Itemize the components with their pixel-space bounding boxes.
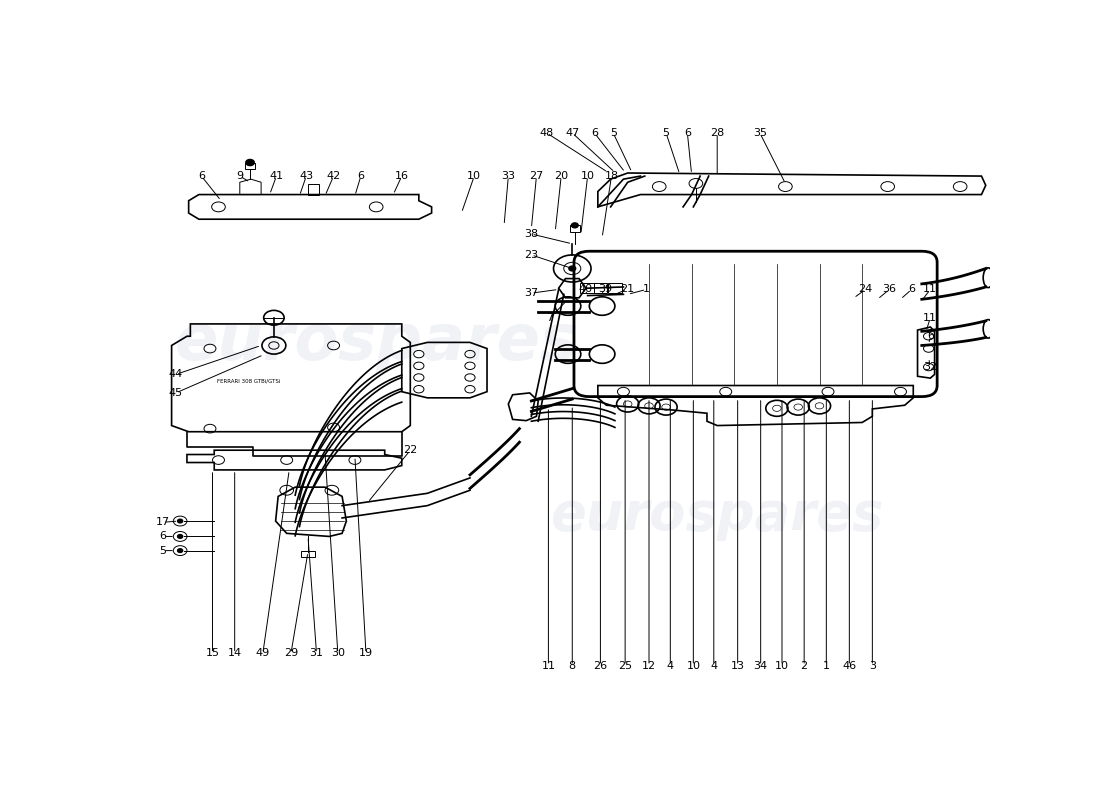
Text: 11: 11 xyxy=(541,661,556,670)
Text: 36: 36 xyxy=(882,285,896,294)
Text: 30: 30 xyxy=(331,649,344,658)
Text: 4: 4 xyxy=(667,661,674,670)
Text: 6: 6 xyxy=(684,128,691,138)
Text: 27: 27 xyxy=(529,171,543,181)
Circle shape xyxy=(571,223,579,228)
Text: 35: 35 xyxy=(752,128,767,138)
Text: 42: 42 xyxy=(327,171,341,181)
Bar xyxy=(580,283,594,293)
Text: 46: 46 xyxy=(843,661,857,670)
Text: 1: 1 xyxy=(642,285,650,294)
Text: 45: 45 xyxy=(168,388,183,398)
Circle shape xyxy=(569,266,575,271)
Text: 5: 5 xyxy=(609,128,617,138)
Text: 24: 24 xyxy=(858,285,872,294)
Text: 17: 17 xyxy=(156,518,170,527)
Text: 32: 32 xyxy=(923,362,937,372)
Text: eurospares: eurospares xyxy=(550,489,884,541)
Text: 48: 48 xyxy=(540,128,553,138)
Text: 19: 19 xyxy=(359,649,373,658)
Text: 25: 25 xyxy=(618,661,632,670)
Text: 1: 1 xyxy=(823,661,829,670)
Text: 21: 21 xyxy=(619,285,634,294)
Text: 6: 6 xyxy=(160,531,166,542)
Text: 6: 6 xyxy=(358,171,364,181)
Text: 5: 5 xyxy=(662,128,670,138)
Text: 10: 10 xyxy=(581,171,595,181)
Text: 10: 10 xyxy=(686,661,701,670)
Text: 11: 11 xyxy=(923,285,937,294)
Text: 9: 9 xyxy=(236,171,243,181)
Text: 34: 34 xyxy=(754,661,768,670)
Circle shape xyxy=(177,534,183,538)
Text: 20: 20 xyxy=(554,171,569,181)
Text: 11: 11 xyxy=(923,313,937,322)
Text: 49: 49 xyxy=(255,649,270,658)
Text: 44: 44 xyxy=(168,370,183,379)
Text: 6: 6 xyxy=(927,331,934,342)
Text: 31: 31 xyxy=(309,649,323,658)
Circle shape xyxy=(245,159,254,166)
Text: 18: 18 xyxy=(604,171,618,181)
Text: 22: 22 xyxy=(404,445,417,455)
Text: 16: 16 xyxy=(395,171,409,181)
Text: 40: 40 xyxy=(579,285,593,294)
Text: 10: 10 xyxy=(776,661,789,670)
Text: 33: 33 xyxy=(502,171,515,181)
Text: 10: 10 xyxy=(468,171,481,181)
Bar xyxy=(570,226,580,231)
Text: 3: 3 xyxy=(869,661,876,670)
Text: 14: 14 xyxy=(228,649,242,658)
Text: 13: 13 xyxy=(730,661,745,670)
Text: 5: 5 xyxy=(160,546,166,556)
Bar xyxy=(608,283,622,293)
Text: 41: 41 xyxy=(270,171,284,181)
Text: 6: 6 xyxy=(909,285,915,294)
Text: 43: 43 xyxy=(299,171,314,181)
Text: 39: 39 xyxy=(598,285,613,294)
Text: 4: 4 xyxy=(711,661,717,670)
Text: 7: 7 xyxy=(547,313,553,322)
Text: 12: 12 xyxy=(642,661,656,670)
Text: eurospares: eurospares xyxy=(174,311,579,374)
Bar xyxy=(301,550,315,557)
Text: 47: 47 xyxy=(565,128,580,138)
Text: FERRARI 308 GTBi/GTSi: FERRARI 308 GTBi/GTSi xyxy=(217,378,280,383)
Text: 37: 37 xyxy=(525,288,538,298)
Text: 29: 29 xyxy=(284,649,298,658)
Text: 38: 38 xyxy=(525,229,538,239)
Circle shape xyxy=(177,549,183,553)
Text: 6: 6 xyxy=(591,128,598,138)
Text: 15: 15 xyxy=(206,649,220,658)
Text: 23: 23 xyxy=(525,250,538,260)
Text: 6: 6 xyxy=(198,171,205,181)
Text: 28: 28 xyxy=(711,128,724,138)
Text: 8: 8 xyxy=(569,661,575,670)
Bar xyxy=(594,283,607,293)
Circle shape xyxy=(177,519,183,523)
Bar xyxy=(245,162,255,169)
Text: 2: 2 xyxy=(801,661,807,670)
Text: 26: 26 xyxy=(593,661,607,670)
